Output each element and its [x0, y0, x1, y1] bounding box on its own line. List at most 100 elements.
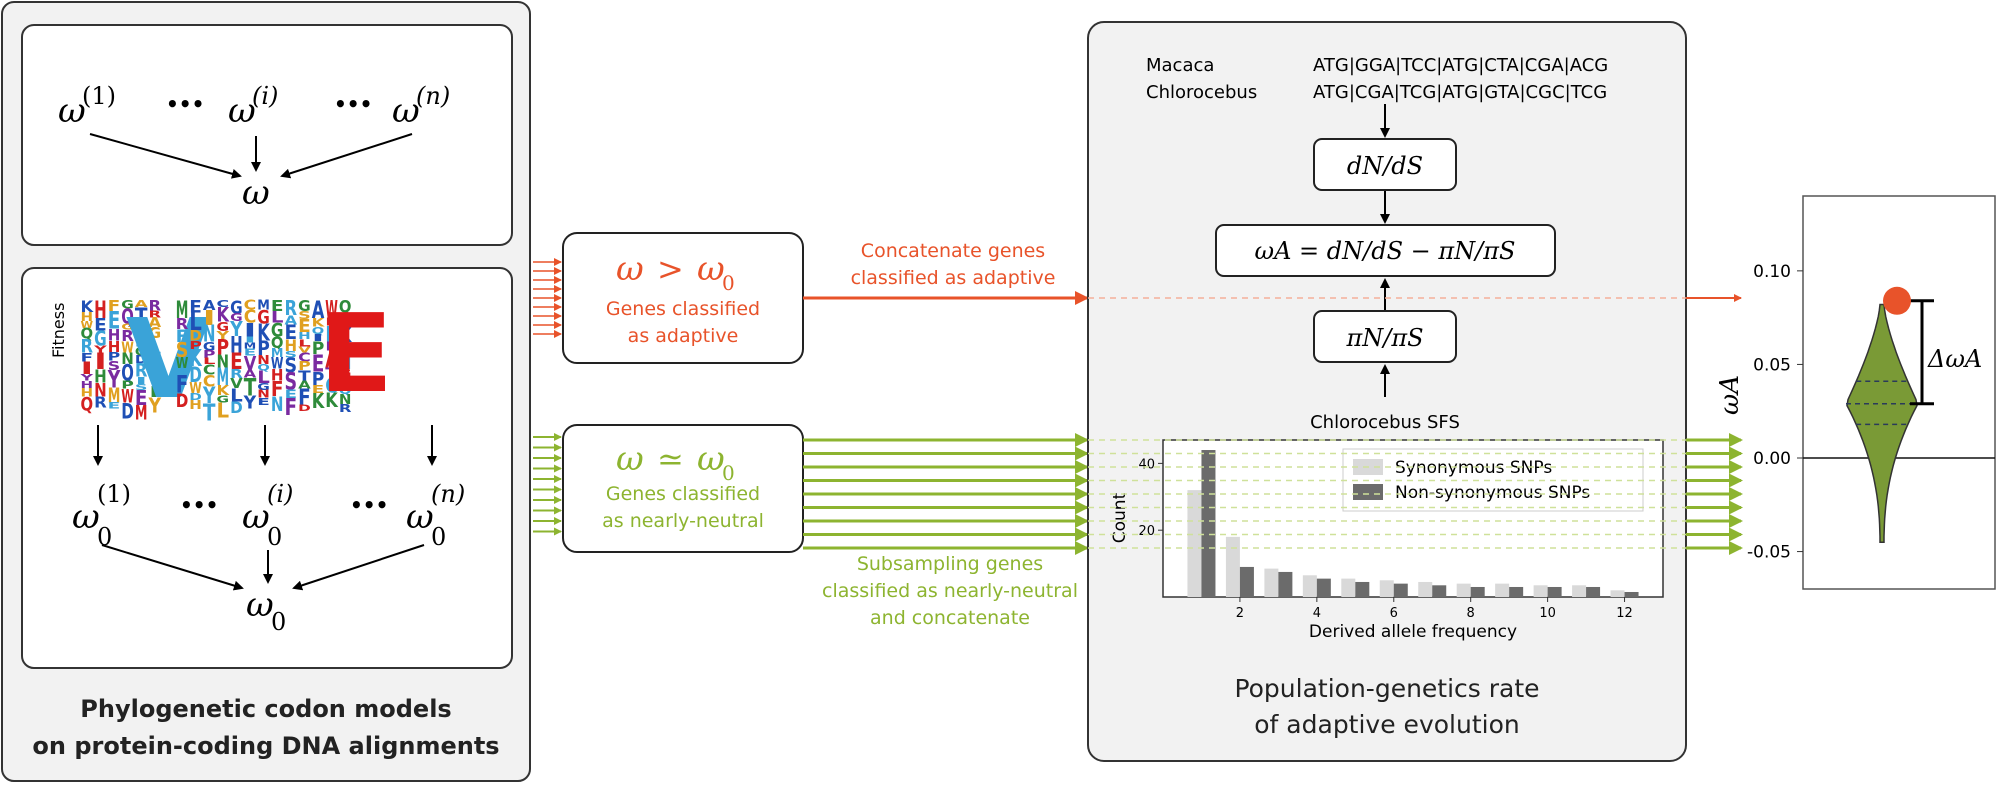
- logo-letter: C: [244, 308, 257, 328]
- logo-letter: P: [108, 350, 121, 364]
- sfs-xtick-label: 10: [1539, 606, 1556, 621]
- logo-letter: A: [298, 380, 311, 392]
- logo-letter: M: [244, 341, 257, 351]
- neutral-main-arrows: [803, 433, 1089, 555]
- sfs-ylabel: Count: [1110, 492, 1130, 543]
- logo-letter: G: [121, 322, 134, 332]
- omega-a-point-estimate: [1883, 286, 1911, 315]
- logo-letter: Y: [148, 393, 162, 417]
- logo-letter: L: [271, 308, 284, 326]
- violin-body: [1846, 303, 1918, 543]
- dnds-box: [1313, 138, 1457, 191]
- logo-letter: L: [149, 335, 162, 361]
- neutral-label-line1: Genes classified: [606, 483, 760, 505]
- logo-letter: K: [312, 389, 326, 413]
- logo-letter: F: [176, 371, 189, 399]
- logo-letter: E: [189, 297, 202, 316]
- logo-letter: Q: [339, 384, 352, 397]
- adaptive-omega0-sub: 0: [722, 271, 735, 295]
- logo-letter: W: [189, 379, 202, 397]
- logo-letter: V: [230, 376, 243, 392]
- logo-letter: Y: [79, 374, 95, 384]
- logo-letter: Q: [339, 298, 352, 318]
- logo-letter: S: [285, 354, 298, 377]
- logo-letter: Y: [229, 317, 243, 341]
- logo-letter: F: [81, 350, 94, 364]
- logo-letter: G: [94, 327, 107, 351]
- pin-pis-box: [1313, 310, 1457, 363]
- sfs-xtick-label: 6: [1390, 606, 1398, 621]
- bottom-omega0-box: [21, 267, 513, 669]
- logo-letter: D: [189, 363, 202, 388]
- sfs-xtick-label: 2: [1236, 606, 1244, 621]
- guide-lines: [1088, 297, 1686, 549]
- adaptive-label-line2: as adaptive: [628, 325, 739, 347]
- logo-letter: L: [230, 386, 243, 407]
- sfs-bar-synonymous: [1418, 581, 1433, 597]
- logo-letter: H: [298, 331, 311, 342]
- logo-letter: E: [108, 306, 121, 334]
- logo-letter: C: [217, 299, 230, 310]
- logo-letter: R: [121, 327, 134, 345]
- fitness-label: Fitness: [49, 303, 68, 358]
- logo-letter: P: [257, 337, 270, 360]
- logo-letter: V: [149, 372, 162, 390]
- adaptive-op: >: [657, 250, 684, 288]
- logo-letter: Q: [312, 326, 325, 337]
- omega-i-sup: (i): [252, 82, 278, 110]
- sfs-bar-synonymous: [1456, 583, 1471, 597]
- omega-n-sup: (n): [416, 82, 450, 110]
- logo-letter: E: [257, 397, 270, 408]
- logo-letter: Y: [147, 360, 161, 379]
- logo-letter: G: [217, 319, 230, 334]
- logo-letter: I: [94, 349, 107, 375]
- logo-letter: W: [325, 296, 338, 324]
- sfs-xtick-label: 4: [1313, 606, 1321, 621]
- logo-letter: I: [81, 359, 94, 379]
- logo-letter: E: [285, 387, 298, 401]
- pin-pis-label: πN/πS: [1345, 324, 1423, 352]
- sfs-bar-nonsynonymous: [1393, 583, 1408, 597]
- logo-letter: I: [244, 334, 257, 344]
- logo-letter: Y: [243, 393, 257, 413]
- logo-letter: H: [271, 366, 284, 385]
- adaptive-formula: ω > ω 0: [616, 249, 735, 295]
- logo-letter: G: [257, 307, 270, 328]
- logo-letter: W: [121, 338, 134, 356]
- logo-letter: M: [271, 346, 284, 360]
- violin-ytick-label: 0.05: [1753, 355, 1791, 375]
- logo-letter: L: [217, 398, 230, 422]
- logo-letter: T: [135, 304, 148, 329]
- logo-letter: R: [94, 394, 107, 412]
- ellipsis-1: •••: [166, 92, 204, 116]
- logo-letter: I: [312, 333, 325, 344]
- species-chlorocebus: Chlorocebus: [1146, 82, 1257, 103]
- logo-letter: K: [189, 346, 203, 372]
- logo-letter: N: [217, 352, 230, 372]
- logo-letter: F: [325, 316, 338, 329]
- violin-ytick-label: 0.10: [1753, 262, 1791, 282]
- logo-letter: R: [339, 402, 352, 415]
- sfs-bar-nonsynonymous: [1432, 585, 1447, 597]
- logo-letter: Q: [121, 304, 134, 328]
- logo-letter: N: [257, 353, 270, 367]
- neutral-omega: ω: [616, 439, 644, 479]
- logo-letter: R: [135, 332, 148, 351]
- omega0-1-sub: 0: [97, 523, 112, 551]
- arrow-omega01-to-omega0: [101, 544, 244, 591]
- logo-letter: L: [298, 338, 311, 349]
- logo-letter: P: [189, 338, 202, 352]
- sfs-bar-synonymous: [1495, 583, 1510, 597]
- logo-letter: N: [121, 349, 134, 368]
- logo-letter: K: [339, 324, 353, 347]
- logo-letter: M: [135, 402, 148, 425]
- logo-letter: F: [176, 327, 189, 347]
- logo-letter: N: [257, 389, 270, 401]
- logo-letter: L: [257, 367, 270, 387]
- logo-letter: P: [298, 359, 311, 373]
- delta-omega-label: ΔωA: [1927, 345, 1982, 373]
- top-omega-box: [21, 24, 513, 246]
- sfs-bar-synonymous: [1187, 490, 1202, 597]
- logo-letter: A: [285, 312, 298, 327]
- sfs-bar-nonsynonymous: [1278, 571, 1293, 597]
